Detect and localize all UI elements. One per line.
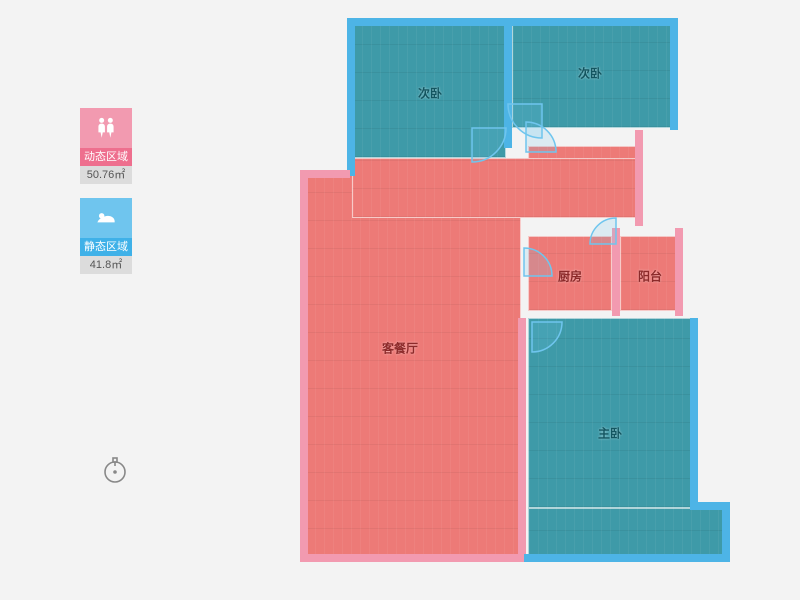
wall-2 — [347, 18, 355, 176]
legend-static-label: 静态区域 — [80, 238, 132, 256]
wall-14 — [524, 554, 730, 562]
wall-8 — [635, 130, 643, 226]
floor-plan: 次卧次卧卫生间客餐厅厨房阳台主卧 — [280, 18, 740, 583]
sleep-icon — [80, 198, 132, 238]
wall-9 — [675, 228, 683, 316]
legend-dynamic-label: 动态区域 — [80, 148, 132, 166]
stage: 动态区域 50.76㎡ 静态区域 41.8㎡ 次卧次卧卫生间客餐厅厨房阳台主卧 — [0, 0, 800, 600]
legend-dynamic-value: 50.76㎡ — [80, 166, 132, 184]
people-icon — [80, 108, 132, 148]
wall-6 — [300, 554, 524, 562]
door-arc-5 — [588, 216, 644, 272]
legend-dynamic: 动态区域 50.76㎡ — [80, 108, 132, 184]
wall-1 — [670, 18, 678, 130]
legend-static-value: 41.8㎡ — [80, 256, 132, 274]
room-living — [305, 173, 521, 558]
wall-11 — [690, 318, 698, 510]
door-arc-4 — [500, 290, 564, 354]
wall-7 — [518, 318, 526, 558]
door-arc-2 — [494, 120, 558, 184]
room-label-kitchen: 厨房 — [558, 268, 582, 285]
compass-icon — [100, 455, 130, 485]
room-master-balc — [528, 508, 728, 560]
wall-13 — [722, 502, 730, 560]
room-label-living: 客餐厅 — [382, 340, 418, 357]
legend: 动态区域 50.76㎡ 静态区域 41.8㎡ — [80, 108, 140, 288]
room-label-master: 主卧 — [598, 425, 622, 442]
wall-0 — [352, 18, 678, 26]
wall-5 — [300, 170, 308, 562]
legend-static: 静态区域 41.8㎡ — [80, 198, 132, 274]
room-label-sec-bed-right: 次卧 — [578, 65, 602, 82]
